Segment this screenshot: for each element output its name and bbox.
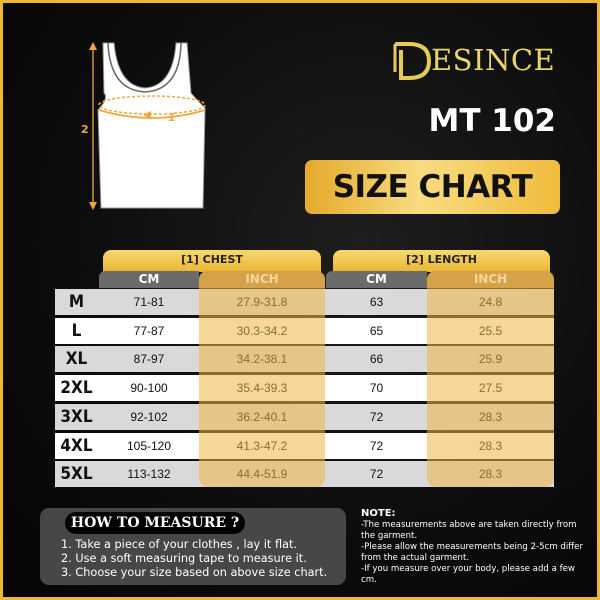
size-cell: 3XL [55, 403, 98, 430]
size-cell: XL [55, 346, 98, 373]
length-cm-cell: 72 [369, 467, 384, 482]
length-inch-cell: 28.3 [478, 467, 503, 482]
chest-group-header: [1] CHEST [103, 250, 321, 272]
brand-logo-text: ESINCE [431, 43, 556, 77]
size-cell: 5XL [55, 461, 98, 488]
chest-cm-cell: 92-102 [130, 409, 168, 424]
length-inch-cell: 25.5 [478, 323, 503, 338]
length-cm-cell: 70 [369, 381, 384, 396]
note-line-1: -The measurements above are taken direct… [361, 520, 577, 541]
note-line-3: -If you measure over your body, please a… [361, 564, 575, 585]
table-row-3xl: 3XL 92-102 36.2-40.1 72 28.3 [55, 403, 554, 430]
length-cm-header: CM [326, 271, 427, 288]
tank-top-diagram [89, 42, 206, 210]
chest-cm-cell: 105-120 [126, 438, 172, 453]
chest-inch-cell: 27.9-31.8 [236, 295, 288, 309]
length-inch-cell: 25.9 [478, 352, 503, 367]
chest-inch-cell: 36.2-40.1 [236, 409, 288, 424]
chest-cm-cell: 71-81 [133, 295, 165, 309]
chest-cm-cell: 87-97 [133, 352, 165, 367]
length-cm-cell: 63 [369, 295, 384, 309]
note-title: NOTE: [361, 508, 396, 519]
chest-cm-header: CM [99, 271, 199, 288]
chest-marker-label: 1 [168, 111, 176, 124]
note-section: NOTE: -The measurements above are taken … [361, 508, 591, 586]
table-row-l: L 77-87 30.3-34.2 65 25.5 [55, 317, 554, 344]
length-inch-header: INCH [427, 271, 554, 288]
chest-cm-cell: 113-132 [127, 467, 171, 482]
length-cm-cell: 66 [369, 352, 384, 367]
brand-logo-d-icon [393, 42, 432, 80]
how-to-measure-title: HOW TO MEASURE ? [65, 512, 245, 534]
table-row-4xl: 4XL 105-120 41.3-47.2 72 28.3 [55, 432, 554, 459]
length-marker-label: 2 [81, 123, 89, 136]
size-chart-title: SIZE CHART [305, 160, 560, 214]
length-cm-cell: 72 [369, 409, 384, 424]
chest-inch-cell: 44.4-51.9 [236, 467, 288, 482]
chest-inch-header: INCH [199, 271, 325, 288]
how-to-step-1: 1. Take a piece of your clothes , lay it… [61, 538, 298, 551]
length-inch-cell: 24.8 [478, 295, 503, 309]
chest-inch-cell: 41.3-47.2 [236, 438, 288, 453]
chest-cm-cell: 90-100 [130, 381, 168, 396]
note-line-2: -Please allow the measurements being 2-5… [361, 542, 583, 563]
length-cm-cell: 72 [369, 438, 384, 453]
length-cm-cell: 65 [369, 323, 384, 338]
size-cell: 4XL [55, 432, 98, 459]
how-to-step-3: 3. Choose your size based on above size … [61, 566, 328, 579]
table-row-xl: XL 87-97 34.2-38.1 66 25.9 [55, 346, 554, 373]
length-group-header: [2] LENGTH [333, 250, 550, 272]
chest-cm-cell: 77-87 [133, 323, 165, 338]
size-cell: L [55, 317, 98, 344]
table-row-5xl: 5XL 113-132 44.4-51.9 72 28.3 [55, 461, 554, 488]
chest-inch-cell: 34.2-38.1 [236, 352, 288, 367]
chest-inch-cell: 30.3-34.2 [236, 323, 288, 338]
table-row-m: M 71-81 27.9-31.8 63 24.8 [55, 289, 554, 315]
size-cell: 2XL [55, 375, 98, 402]
how-to-step-2: 2. Use a soft measuring tape to measure … [61, 552, 307, 565]
length-inch-cell: 27.5 [478, 381, 503, 396]
length-inch-cell: 28.3 [478, 438, 503, 453]
model-number: MT 102 [428, 103, 557, 139]
table-row-2xl: 2XL 90-100 35.4-39.3 70 27.5 [55, 375, 554, 402]
chest-inch-cell: 35.4-39.3 [236, 381, 288, 396]
size-cell: M [55, 289, 98, 315]
length-inch-cell: 28.3 [478, 409, 503, 424]
